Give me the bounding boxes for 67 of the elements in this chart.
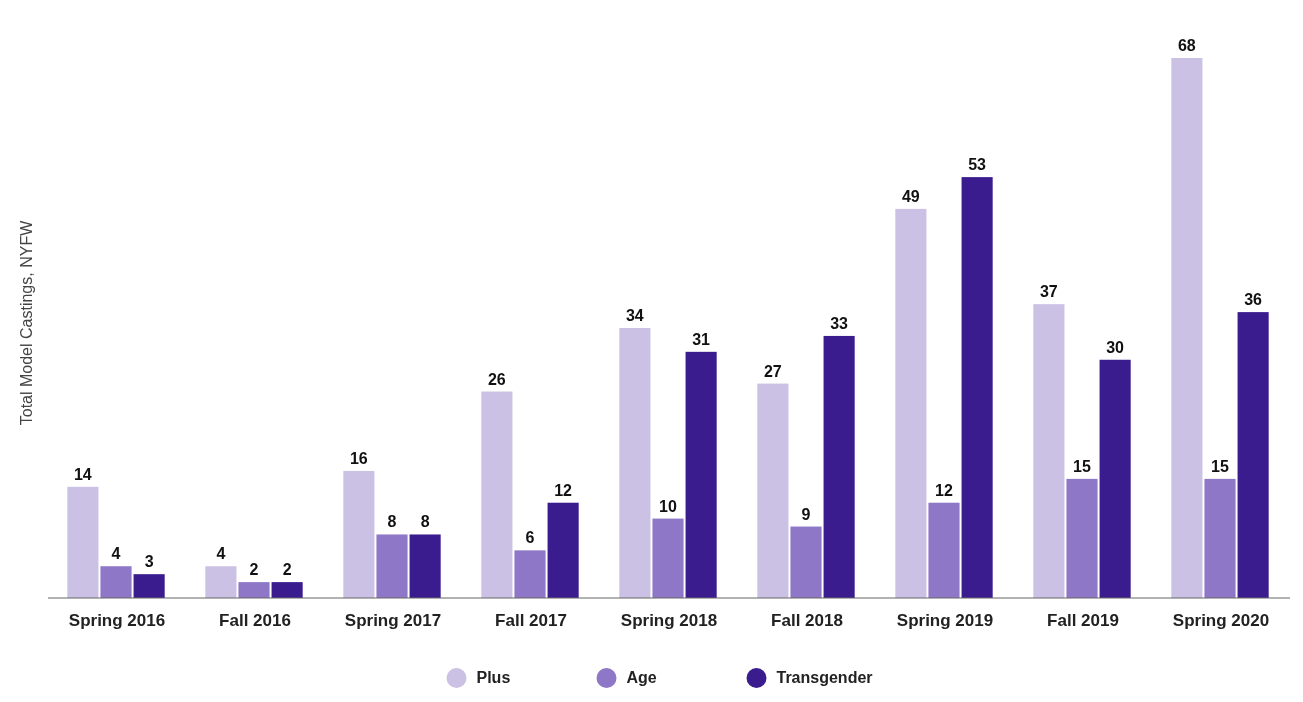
x-tick-label: Spring 2020 xyxy=(1172,611,1270,630)
legend-label: Age xyxy=(626,669,657,686)
data-label: 53 xyxy=(968,156,987,174)
data-label: 30 xyxy=(1106,338,1125,356)
x-tick-label: Spring 2018 xyxy=(620,611,718,630)
bar xyxy=(133,574,165,598)
bar xyxy=(238,582,270,598)
bar xyxy=(895,208,927,598)
x-tick-label: Fall 2016 xyxy=(219,611,291,630)
bar xyxy=(1066,478,1098,598)
data-label: 49 xyxy=(901,187,920,205)
data-label: 34 xyxy=(625,307,644,324)
bar xyxy=(271,582,303,598)
bar xyxy=(1237,312,1269,598)
data-label: 4 xyxy=(111,545,121,563)
data-label: 2 xyxy=(282,561,292,579)
bar xyxy=(343,470,375,598)
data-label: 9 xyxy=(801,505,811,523)
data-label: 2 xyxy=(249,561,259,579)
data-label: 3 xyxy=(144,553,154,571)
x-tick-label: Spring 2017 xyxy=(344,611,442,630)
bar xyxy=(685,351,717,598)
bar xyxy=(757,383,789,598)
data-label: 37 xyxy=(1039,283,1058,301)
data-label: 16 xyxy=(349,449,368,467)
x-tick-label: Spring 2019 xyxy=(896,611,994,630)
data-label: 26 xyxy=(487,370,506,388)
data-label: 27 xyxy=(763,362,782,380)
bar xyxy=(205,566,237,598)
bar xyxy=(961,177,993,598)
data-label: 14 xyxy=(73,465,92,483)
bar xyxy=(1033,304,1065,598)
data-label: 12 xyxy=(554,481,573,499)
data-label: 8 xyxy=(420,513,430,531)
x-tick-label: Fall 2017 xyxy=(495,611,567,630)
bar xyxy=(409,534,441,598)
bar xyxy=(481,391,513,598)
data-label: 4 xyxy=(216,545,226,563)
x-tick-label: Fall 2018 xyxy=(771,611,843,630)
data-label: 33 xyxy=(830,314,849,332)
data-label: 31 xyxy=(692,330,711,348)
bar xyxy=(1171,58,1203,598)
data-label: 36 xyxy=(1244,291,1263,309)
bar xyxy=(790,526,822,598)
bar xyxy=(100,566,132,598)
data-label: 10 xyxy=(659,497,677,515)
data-label: 12 xyxy=(935,481,953,499)
bar xyxy=(823,335,855,598)
bar xyxy=(1204,478,1236,598)
bar xyxy=(928,502,960,598)
bar xyxy=(652,518,684,598)
data-label: 15 xyxy=(1073,457,1091,475)
legend-label: Plus xyxy=(476,669,511,686)
x-tick-label: Fall 2019 xyxy=(1047,611,1119,630)
bar xyxy=(547,502,579,598)
bar xyxy=(619,328,651,598)
bar xyxy=(514,550,546,598)
data-label: 6 xyxy=(525,529,535,547)
legend-label: Transgender xyxy=(776,669,873,686)
bar xyxy=(376,534,408,598)
data-label: 15 xyxy=(1211,457,1229,475)
data-label: 8 xyxy=(387,513,397,531)
bar xyxy=(1099,359,1131,598)
data-label: 68 xyxy=(1177,37,1196,54)
x-tick-label: Spring 2016 xyxy=(68,611,166,630)
bar xyxy=(67,486,99,598)
y-axis-title: Total Model Castings, NYFW xyxy=(18,219,35,426)
